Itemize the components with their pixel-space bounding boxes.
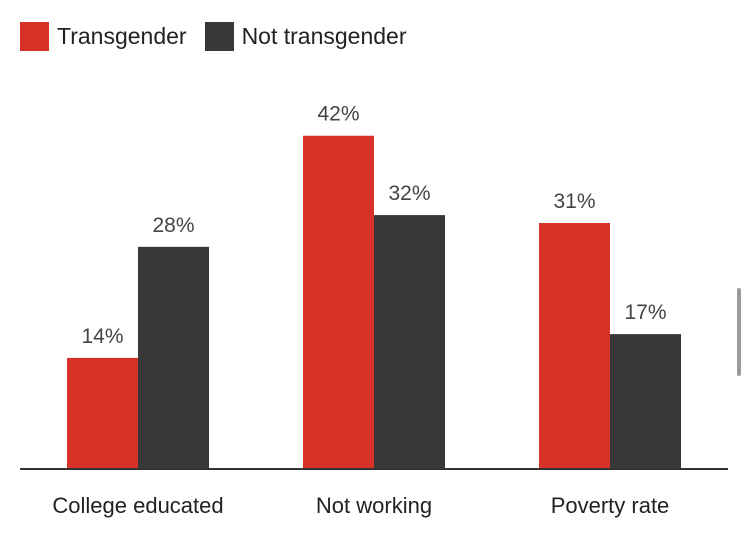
bar-transgender-college-educated [67, 357, 138, 469]
value-label-not-transgender-not-working: 32% [388, 182, 430, 205]
bar-not-transgender-college-educated [138, 246, 209, 469]
bar-transgender-not-working [303, 135, 374, 469]
value-label-transgender-not-working: 42% [317, 103, 359, 126]
value-label-not-transgender-college-educated: 28% [152, 214, 194, 237]
value-label-transgender-poverty-rate: 31% [553, 190, 595, 213]
legend-item-not-transgender: Not transgender [204, 22, 407, 51]
legend-item-transgender: Transgender [20, 22, 187, 51]
legend-swatch-transgender [20, 22, 49, 51]
legend-swatch-not-transgender [204, 22, 234, 51]
category-label-college-educated: College educated [52, 493, 223, 518]
legend-label-not-transgender: Not transgender [241, 23, 407, 49]
bar-not-transgender-poverty-rate [610, 334, 681, 469]
scrollbar[interactable] [737, 288, 741, 376]
category-label-not-working: Not working [316, 493, 432, 518]
value-label-not-transgender-poverty-rate: 17% [624, 301, 666, 324]
category-label-poverty-rate: Poverty rate [551, 493, 670, 518]
legend-label-transgender: Transgender [57, 23, 187, 49]
chart-legend: Transgender Not transgender [20, 22, 425, 51]
bar-not-transgender-not-working [374, 215, 445, 469]
value-label-transgender-college-educated: 14% [81, 325, 123, 348]
bar-transgender-poverty-rate [539, 223, 610, 469]
